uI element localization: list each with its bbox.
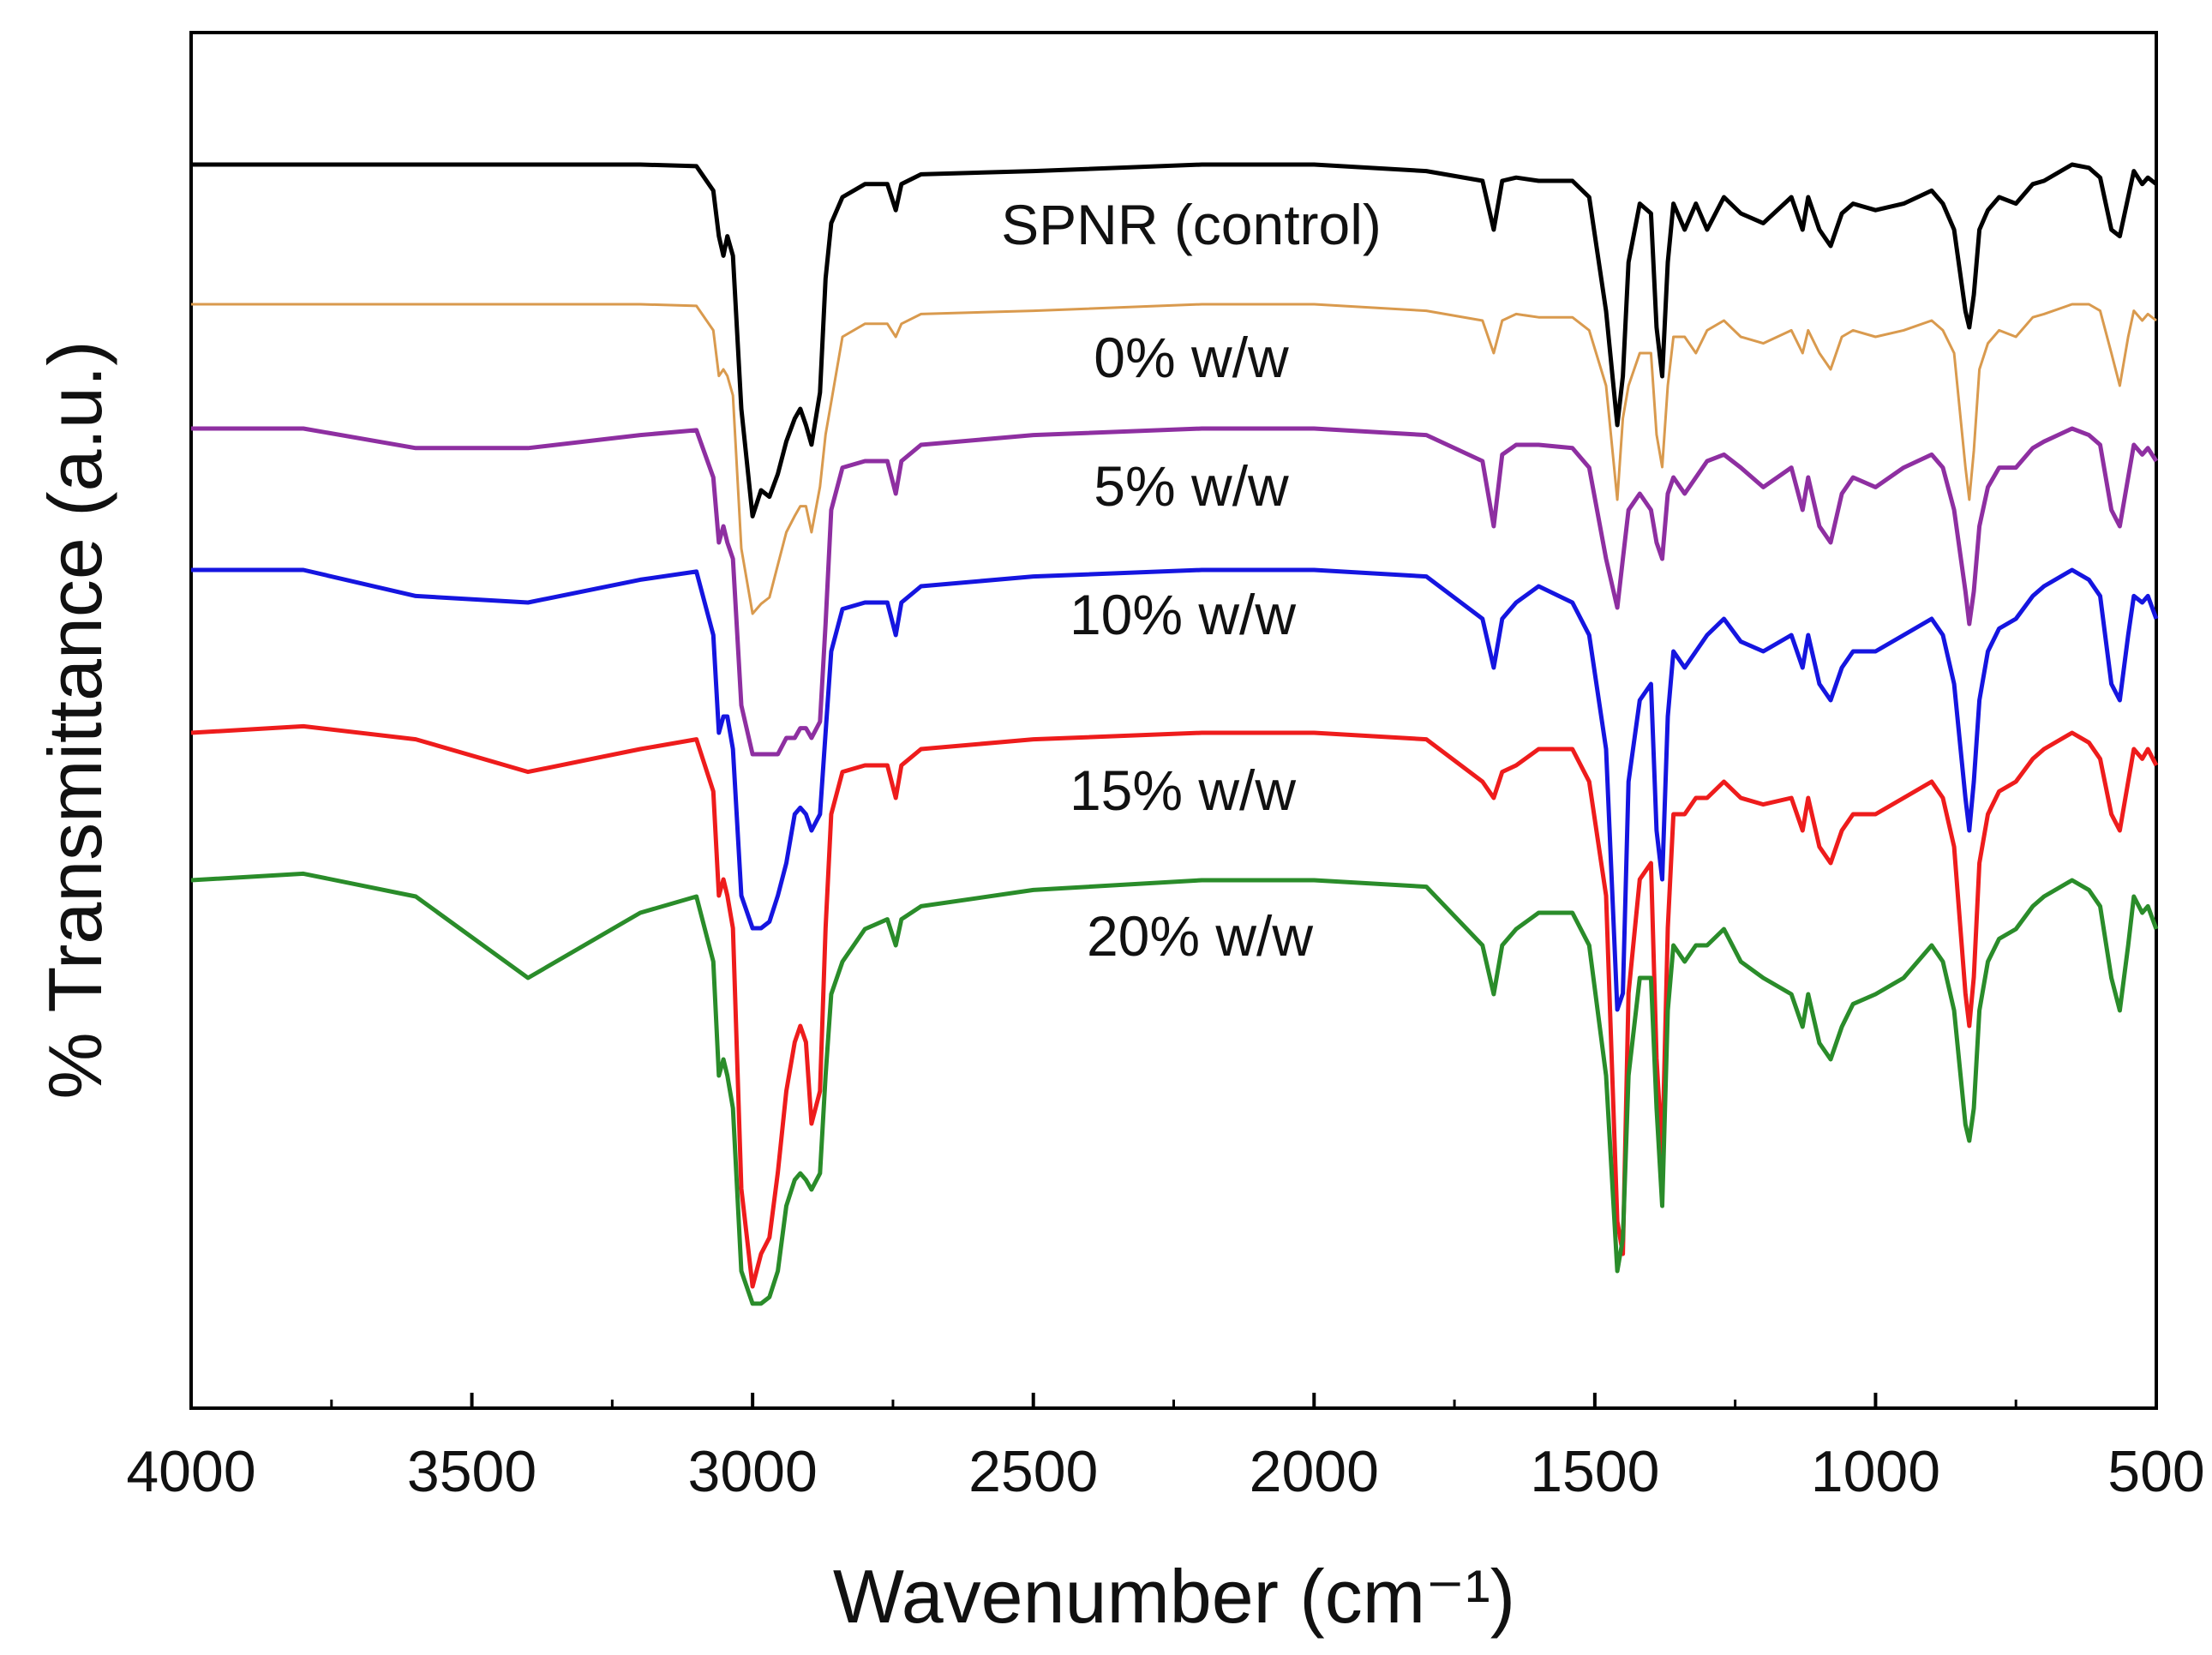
- series-line-2: [191, 426, 2159, 757]
- x-tick-label: 1000: [1811, 1439, 1940, 1504]
- series-label-2: 5% w/w: [1094, 454, 1289, 518]
- x-tick-label: 3500: [407, 1439, 537, 1504]
- series-label-3: 10% w/w: [1070, 583, 1296, 646]
- x-tick-label: 3000: [688, 1439, 818, 1504]
- x-axis-title: Wavenumber (cm⁻¹): [833, 1554, 1515, 1639]
- series-layer: [190, 162, 2159, 1306]
- series-label-4: 15% w/w: [1070, 759, 1296, 822]
- x-tick-label: 4000: [126, 1439, 255, 1504]
- series-label-0: SPNR (control): [1001, 193, 1382, 256]
- series-line-3: [191, 567, 2159, 1012]
- y-axis-title: % Transmittance (a.u.): [33, 340, 117, 1099]
- series-line-1: [191, 303, 2157, 615]
- series-line-0: [191, 162, 2158, 519]
- x-tick-label: 500: [2107, 1439, 2204, 1504]
- series-label-5: 20% w/w: [1087, 904, 1313, 968]
- x-tick-label: 1500: [1530, 1439, 1659, 1504]
- x-tick-label: 2000: [1250, 1439, 1379, 1504]
- series-labels: SPNR (control) 0% w/w 5% w/w 10% w/w 15% w/w…: [1001, 193, 1382, 968]
- series-line-5: [190, 871, 2159, 1306]
- x-axis: 4000 3500 3000 2500 2000 1500 1000 500: [126, 1393, 2205, 1504]
- series-label-1: 0% w/w: [1094, 326, 1289, 389]
- x-tick-label: 2500: [968, 1439, 1098, 1504]
